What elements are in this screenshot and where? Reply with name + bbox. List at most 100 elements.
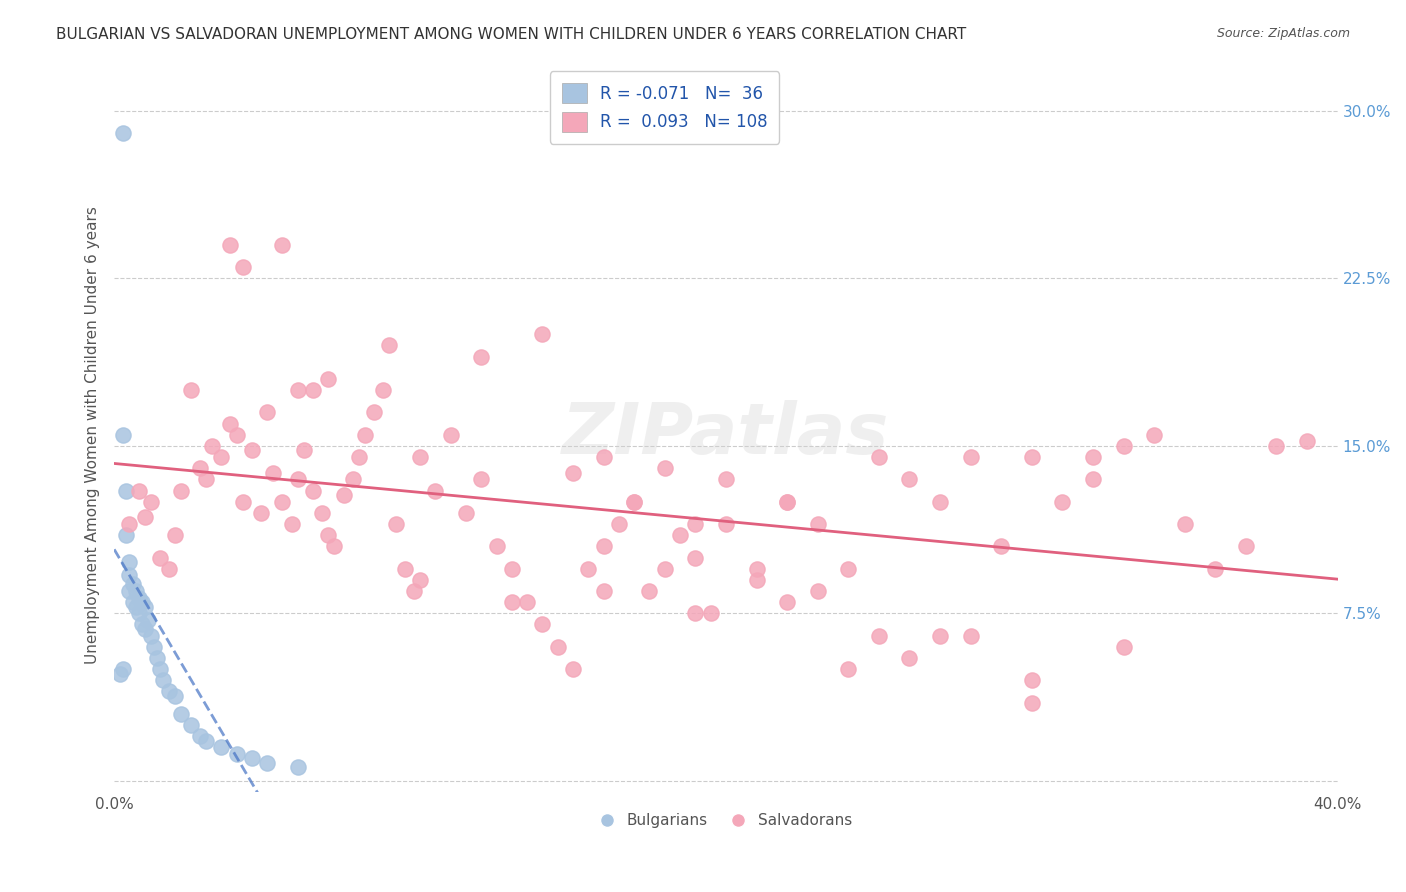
Point — [131, 617, 153, 632]
Point — [409, 573, 432, 587]
Point — [112, 126, 135, 140]
Point — [837, 562, 859, 576]
Point — [209, 740, 232, 755]
Point — [118, 516, 141, 531]
Point — [654, 461, 676, 475]
Point — [776, 595, 799, 609]
Point — [262, 466, 284, 480]
Point — [131, 595, 153, 609]
Point — [188, 729, 211, 743]
Point — [470, 350, 492, 364]
Point — [378, 338, 401, 352]
Point — [929, 494, 952, 508]
Point — [118, 568, 141, 582]
Point — [219, 238, 242, 252]
Point — [714, 472, 737, 486]
Point — [1296, 434, 1319, 449]
Point — [868, 450, 890, 464]
Point — [531, 327, 554, 342]
Point — [898, 472, 921, 486]
Point — [1143, 427, 1166, 442]
Point — [347, 450, 370, 464]
Point — [180, 383, 202, 397]
Point — [165, 528, 187, 542]
Point — [152, 673, 174, 688]
Point — [149, 550, 172, 565]
Point — [776, 494, 799, 508]
Point — [1052, 494, 1074, 508]
Point — [115, 528, 138, 542]
Point — [959, 629, 981, 643]
Point — [146, 651, 169, 665]
Point — [188, 461, 211, 475]
Text: ZIPatlas: ZIPatlas — [562, 401, 890, 469]
Point — [654, 562, 676, 576]
Point — [685, 516, 707, 531]
Point — [232, 494, 254, 508]
Point — [287, 760, 309, 774]
Point — [714, 516, 737, 531]
Point — [1234, 539, 1257, 553]
Point — [292, 443, 315, 458]
Point — [1081, 472, 1104, 486]
Point — [115, 483, 138, 498]
Text: BULGARIAN VS SALVADORAN UNEMPLOYMENT AMONG WOMEN WITH CHILDREN UNDER 6 YEARS COR: BULGARIAN VS SALVADORAN UNEMPLOYMENT AMO… — [56, 27, 966, 42]
Point — [470, 472, 492, 486]
Point — [112, 662, 135, 676]
Point — [149, 662, 172, 676]
Point — [323, 539, 346, 553]
Point — [638, 584, 661, 599]
Point — [373, 383, 395, 397]
Point — [110, 666, 132, 681]
Point — [157, 684, 180, 698]
Point — [776, 494, 799, 508]
Point — [440, 427, 463, 442]
Point — [240, 751, 263, 765]
Point — [1174, 516, 1197, 531]
Point — [201, 439, 224, 453]
Point — [990, 539, 1012, 553]
Point — [250, 506, 273, 520]
Point — [623, 494, 645, 508]
Point — [271, 494, 294, 508]
Point — [142, 640, 165, 654]
Point — [112, 427, 135, 442]
Point — [280, 516, 302, 531]
Point — [180, 718, 202, 732]
Point — [209, 450, 232, 464]
Point — [121, 577, 143, 591]
Point — [547, 640, 569, 654]
Point — [623, 494, 645, 508]
Point — [807, 516, 830, 531]
Point — [1021, 696, 1043, 710]
Point — [165, 689, 187, 703]
Point — [592, 450, 614, 464]
Point — [685, 607, 707, 621]
Point — [194, 733, 217, 747]
Point — [516, 595, 538, 609]
Point — [501, 595, 523, 609]
Point — [531, 617, 554, 632]
Point — [425, 483, 447, 498]
Point — [136, 613, 159, 627]
Point — [124, 584, 146, 599]
Point — [354, 427, 377, 442]
Point — [170, 483, 193, 498]
Point — [868, 629, 890, 643]
Point — [699, 607, 721, 621]
Point — [409, 450, 432, 464]
Point — [394, 562, 416, 576]
Point — [219, 417, 242, 431]
Point — [128, 607, 150, 621]
Point — [316, 528, 339, 542]
Point — [1112, 439, 1135, 453]
Y-axis label: Unemployment Among Women with Children Under 6 years: Unemployment Among Women with Children U… — [86, 206, 100, 664]
Point — [157, 562, 180, 576]
Point — [256, 405, 278, 419]
Point — [501, 562, 523, 576]
Point — [118, 584, 141, 599]
Point — [837, 662, 859, 676]
Point — [134, 510, 156, 524]
Point — [118, 555, 141, 569]
Point — [128, 591, 150, 605]
